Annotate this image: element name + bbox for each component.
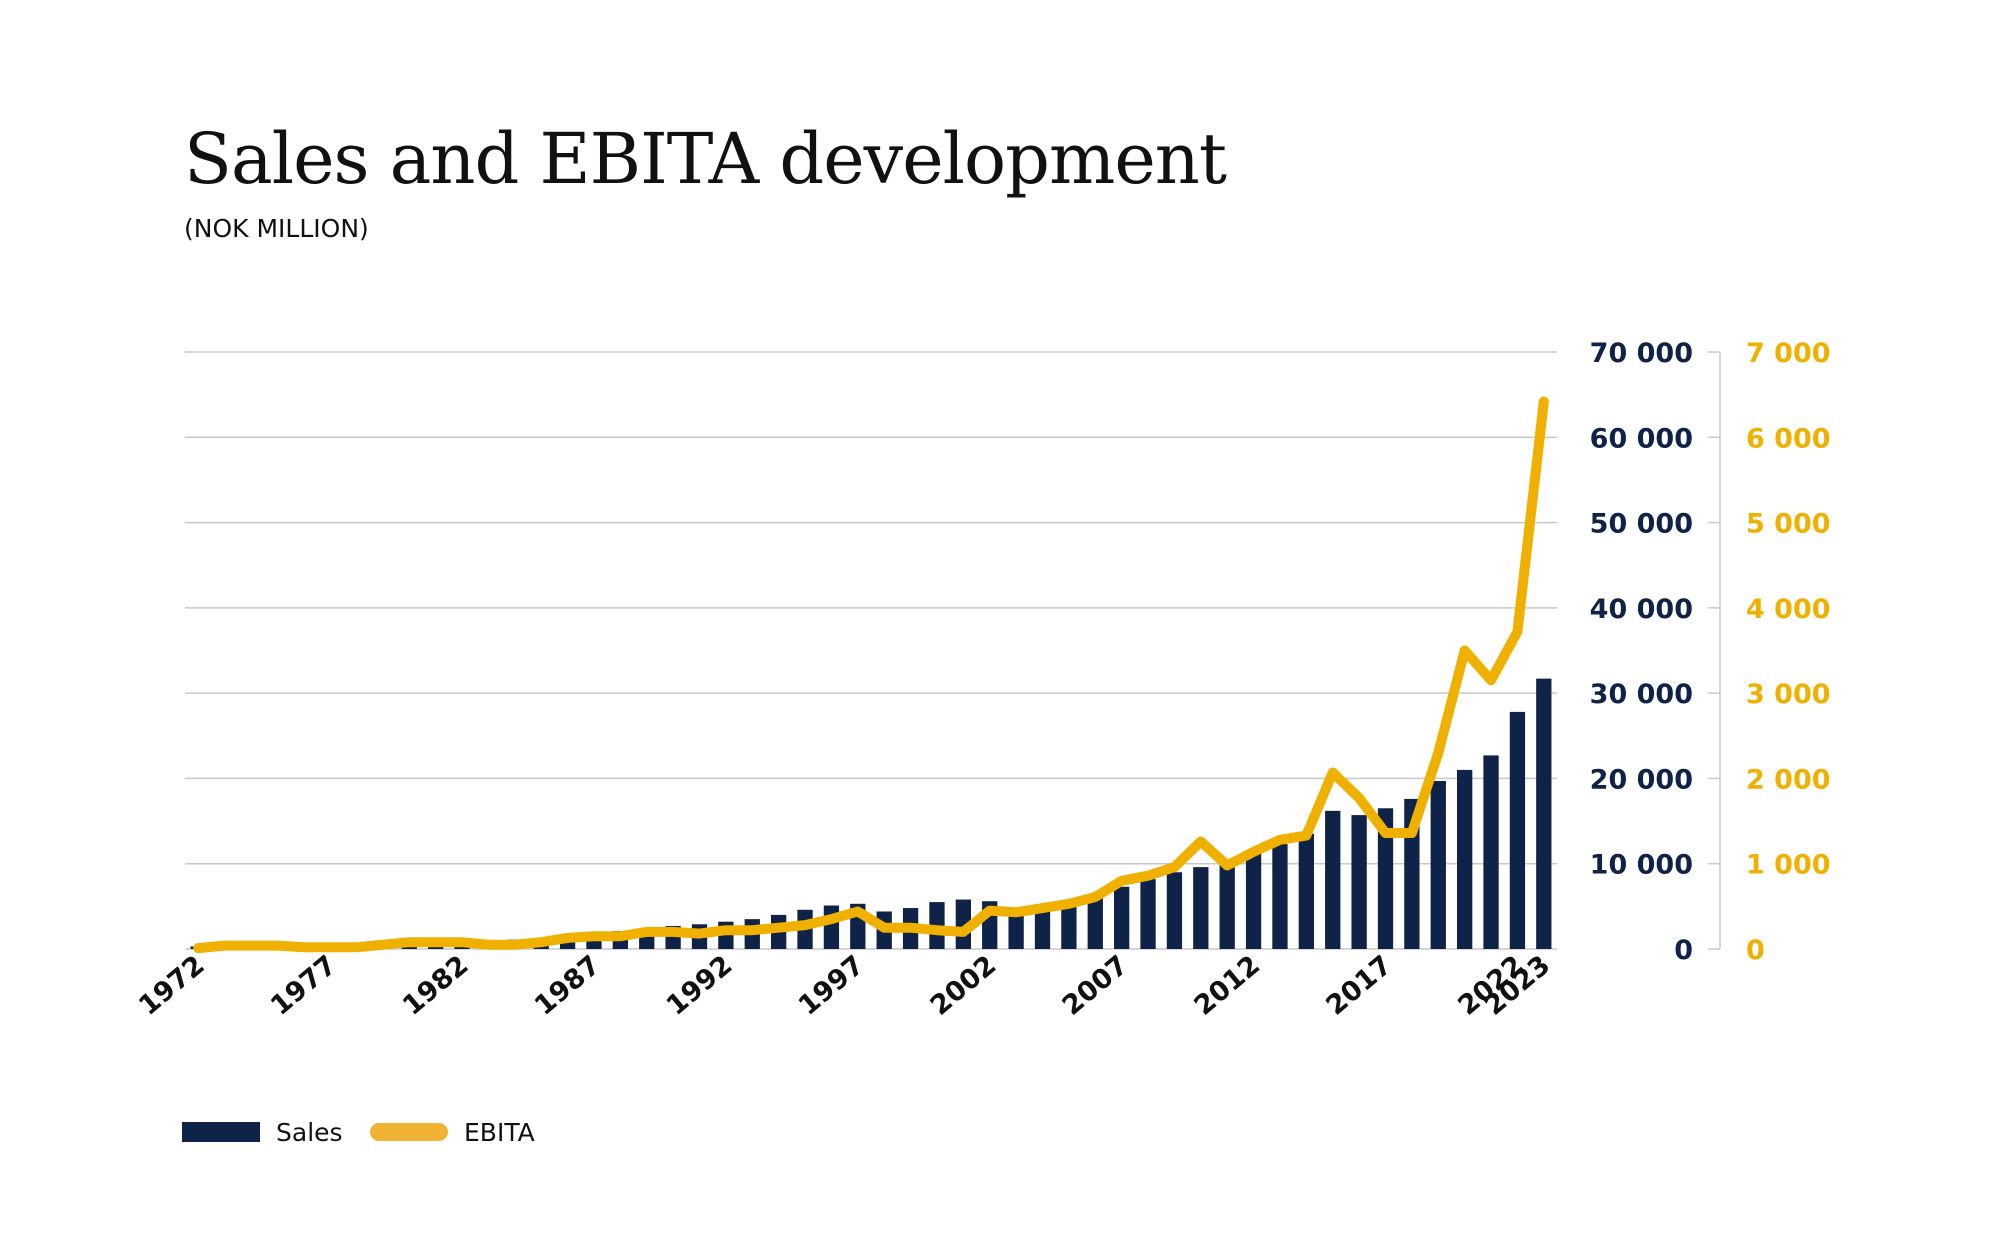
y-right-tick-label: 0 xyxy=(1746,935,1765,966)
x-tick-label: 1997 xyxy=(793,950,870,1022)
chart-title: Sales and EBITA development xyxy=(184,118,1227,200)
sales-bar xyxy=(1483,755,1499,949)
sales-bar xyxy=(1061,903,1077,949)
sales-bar xyxy=(1298,833,1314,949)
sales-bar xyxy=(1457,769,1473,949)
legend-item-ebita: EBITA xyxy=(370,1114,535,1150)
y-left-tick-label: 0 xyxy=(1674,935,1693,966)
legend-item-sales: Sales xyxy=(182,1114,343,1150)
legend-swatch-ebita xyxy=(370,1123,448,1141)
sales-bar xyxy=(1377,808,1394,949)
sales-bar xyxy=(1008,908,1024,949)
y-right-tick-label: 3 000 xyxy=(1746,679,1831,710)
x-tick-label: 1982 xyxy=(397,950,474,1022)
legend-label-sales: Sales xyxy=(276,1117,343,1147)
x-tick-label: 1992 xyxy=(661,950,738,1022)
sales-bar xyxy=(1536,678,1552,949)
y-right-tick-label: 1 000 xyxy=(1746,850,1831,881)
sales-bar xyxy=(1245,852,1262,949)
y-left-tick-label: 30 000 xyxy=(1590,679,1693,710)
legend-swatch-sales xyxy=(182,1122,260,1142)
sales-bars xyxy=(190,678,1552,949)
gridlines xyxy=(185,351,1557,950)
y-left-tick-label: 60 000 xyxy=(1590,423,1693,454)
x-tick-label: 2012 xyxy=(1189,950,1266,1022)
y-right-tick-label: 6 000 xyxy=(1746,423,1831,454)
sales-bar xyxy=(1087,896,1103,949)
x-tick-label: 1977 xyxy=(265,950,342,1022)
sales-bar xyxy=(823,905,840,949)
sales-bar xyxy=(1430,780,1446,949)
x-tick-label: 1987 xyxy=(529,950,606,1022)
sales-bar xyxy=(1272,844,1288,949)
sales-bar xyxy=(1351,815,1367,949)
y-left-tick-label: 70 000 xyxy=(1590,338,1693,369)
x-tick-label: 1972 xyxy=(133,950,210,1022)
y-left-tick-label: 40 000 xyxy=(1590,594,1693,625)
chart-subtitle: (NOK MILLION) xyxy=(184,214,369,243)
sales-bar xyxy=(1219,862,1235,949)
y-right-tick-label: 7 000 xyxy=(1746,338,1831,369)
sales-bar xyxy=(1166,872,1183,949)
sales-bar xyxy=(1509,711,1526,949)
y-right-tick-label: 5 000 xyxy=(1746,509,1831,540)
sales-bar xyxy=(1114,886,1130,949)
sales-bar xyxy=(1193,867,1209,949)
sales-bar xyxy=(1034,906,1051,949)
y-left-tick-label: 10 000 xyxy=(1590,850,1693,881)
ebita-line xyxy=(193,396,1549,954)
y-left-tick-label: 50 000 xyxy=(1590,509,1693,540)
x-tick-label: 2007 xyxy=(1057,950,1134,1022)
x-tick-label: 2017 xyxy=(1321,950,1398,1022)
y-right-tick-label: 4 000 xyxy=(1746,594,1831,625)
legend-label-ebita: EBITA xyxy=(464,1117,535,1147)
sales-bar xyxy=(1325,810,1341,949)
y-left-tick-label: 20 000 xyxy=(1590,764,1693,795)
x-tick-label: 2002 xyxy=(925,950,1002,1022)
y-right-tick-label: 2 000 xyxy=(1746,764,1831,795)
ebita-line-layer xyxy=(193,396,1549,954)
sales-bar xyxy=(1140,879,1156,949)
